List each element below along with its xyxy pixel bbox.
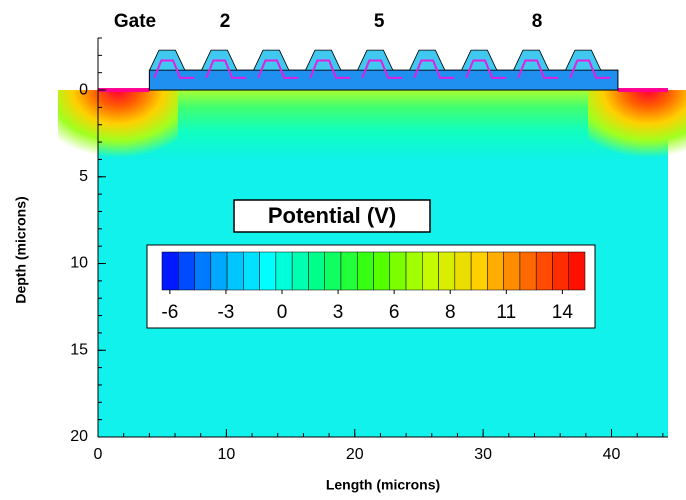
colorbar-title: Potential (V) [268,203,396,228]
source-contact [98,88,150,93]
y-axis-label: Depth (microns) [13,196,29,303]
colorbar-cell [552,251,569,291]
colorbar-tick-label: 6 [389,302,400,323]
colorbar-cell [373,251,391,291]
oxide [148,69,619,91]
colorbar-tick-label: 3 [333,302,344,323]
gate-title: Gate [114,11,156,32]
colorbar-cell [324,251,342,291]
gate-electrode [465,59,507,79]
colorbar: -6 -3 0 3 6 8 11 14 [161,251,586,323]
drain-region [588,90,686,181]
drain-contact [617,88,668,93]
x-tick-label: 0 [94,446,103,463]
gate-label: 5 [374,11,385,32]
colorbar-cell [389,251,407,291]
colorbar-cell [259,251,277,291]
colorbar-tick-label: 14 [552,302,574,323]
colorbar-cell [226,251,244,291]
gate-electrode [205,59,247,79]
x-axis-label: Length (microns) [326,477,440,493]
colorbar-cell [178,251,195,291]
gate-electrode [153,59,195,79]
colorbar-cell [454,251,472,291]
colorbar-cell [438,251,456,291]
colorbar-cell [308,251,325,291]
gate-electrode [361,59,403,79]
source-region [58,90,178,181]
colorbar-cell [503,251,521,291]
colorbar-cell [161,251,179,291]
colorbar-cell [194,251,212,291]
y-tick-label: 15 [70,341,88,358]
y-tick-label: 20 [70,428,88,445]
colorbar-cell [470,251,488,291]
gate-electrode [569,59,611,79]
surface-band [98,90,668,160]
colorbar-cell [356,251,374,291]
x-tick-label: 20 [346,446,364,463]
colorbar-cell [487,251,504,291]
gate-electrode [413,59,455,79]
colorbar-tick-label: -6 [161,302,178,323]
colorbar-cell [535,251,553,291]
colorbar-tick-label: 0 [277,302,288,323]
x-tick-label: 10 [217,446,235,463]
colorbar-cell [291,251,309,291]
gate-electrode [517,59,559,79]
colorbar-tick-label: 11 [496,302,516,323]
colorbar-cell [210,251,228,291]
colorbar-cell [568,251,586,291]
x-tick-label: 30 [474,446,492,463]
y-tick-label: 5 [79,168,88,185]
y-tick-label: 10 [70,255,88,272]
colorbar-cell [275,251,293,291]
colorbar-cell [340,251,358,291]
gate-label: 2 [220,11,231,32]
colorbar-cell [422,251,439,291]
gate-electrode [309,59,351,79]
gate-label: 8 [532,11,543,32]
y-tick-label: 0 [79,81,88,98]
colorbar-cell [519,251,537,291]
colorbar-tick-label: -3 [217,302,234,323]
colorbar-cell [405,251,423,291]
colorbar-title-box [233,199,431,233]
x-tick-label: 40 [603,446,621,463]
potential-field [58,49,686,437]
gate-electrode [257,59,299,79]
colorbar-cell [243,251,260,291]
colorbar-tick-label: 8 [445,302,456,323]
